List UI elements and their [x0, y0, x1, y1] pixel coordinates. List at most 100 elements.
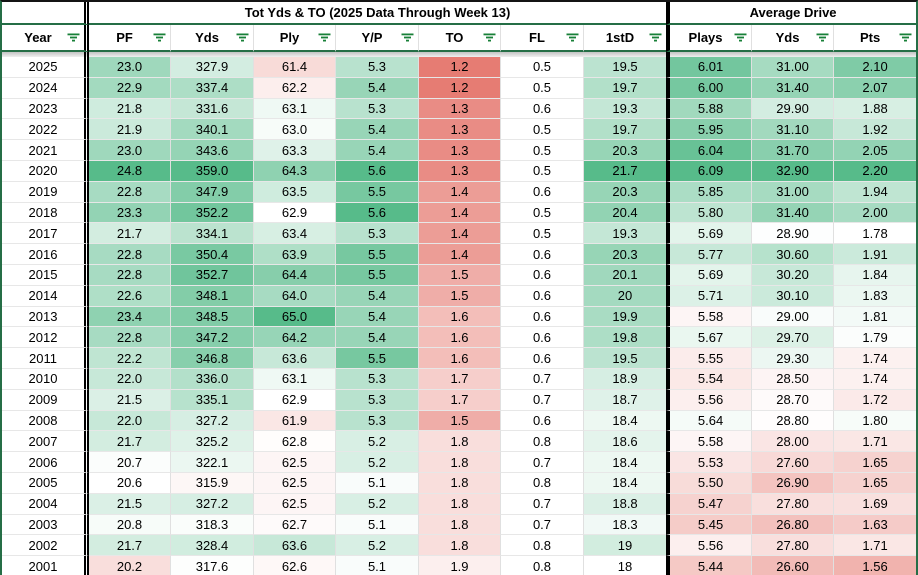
- cell-yds[interactable]: 335.1: [171, 389, 254, 411]
- filter-icon[interactable]: [236, 33, 249, 43]
- cell-firstd[interactable]: 19.5: [584, 348, 667, 369]
- cell-pf[interactable]: 22.8: [89, 264, 171, 286]
- cell-pf[interactable]: 20.7: [89, 452, 171, 473]
- cell-to[interactable]: 1.6: [419, 306, 501, 328]
- cell-to[interactable]: 1.4: [419, 244, 501, 265]
- cell-d_plays[interactable]: 5.69: [666, 223, 753, 245]
- cell-yds[interactable]: 327.2: [171, 410, 254, 432]
- cell-yds[interactable]: 348.1: [171, 285, 254, 307]
- cell-ply[interactable]: 62.9: [254, 389, 336, 411]
- cell-ply[interactable]: 63.1: [254, 368, 336, 390]
- cell-d_pts[interactable]: 1.83: [834, 285, 916, 307]
- cell-yp[interactable]: 5.1: [336, 556, 419, 575]
- cell-d_yds[interactable]: 26.80: [752, 514, 835, 536]
- cell-pf[interactable]: 22.8: [89, 327, 171, 349]
- cell-pf[interactable]: 23.3: [89, 202, 171, 224]
- cell-d_pts[interactable]: 1.71: [834, 431, 916, 453]
- cell-d_yds[interactable]: 30.60: [752, 244, 835, 265]
- cell-d_yds[interactable]: 30.20: [752, 264, 835, 286]
- cell-ply[interactable]: 64.0: [254, 285, 336, 307]
- cell-ply[interactable]: 61.9: [254, 410, 336, 432]
- cell-year[interactable]: 2003: [2, 514, 89, 536]
- cell-yds[interactable]: 318.3: [171, 514, 254, 536]
- column-header-d_yds[interactable]: Yds: [752, 25, 835, 52]
- cell-fl[interactable]: 0.8: [501, 431, 584, 453]
- cell-firstd[interactable]: 20.3: [584, 181, 667, 203]
- cell-ply[interactable]: 61.4: [254, 57, 336, 78]
- cell-d_pts[interactable]: 1.65: [834, 452, 916, 473]
- filter-icon[interactable]: [816, 33, 829, 43]
- cell-yp[interactable]: 5.4: [336, 119, 419, 141]
- cell-year[interactable]: 2002: [2, 535, 89, 557]
- cell-d_plays[interactable]: 6.04: [666, 140, 753, 161]
- cell-d_plays[interactable]: 5.56: [666, 535, 753, 557]
- cell-yds[interactable]: 352.7: [171, 264, 254, 286]
- cell-d_pts[interactable]: 2.00: [834, 202, 916, 224]
- cell-yds[interactable]: 348.5: [171, 306, 254, 328]
- cell-d_yds[interactable]: 29.70: [752, 327, 835, 349]
- cell-yds[interactable]: 315.9: [171, 472, 254, 494]
- cell-ply[interactable]: 64.4: [254, 264, 336, 286]
- cell-d_yds[interactable]: 31.40: [752, 77, 835, 99]
- cell-fl[interactable]: 0.7: [501, 389, 584, 411]
- cell-ply[interactable]: 63.1: [254, 98, 336, 120]
- cell-firstd[interactable]: 20: [584, 285, 667, 307]
- cell-year[interactable]: 2008: [2, 410, 89, 432]
- cell-yp[interactable]: 5.2: [336, 493, 419, 515]
- cell-ply[interactable]: 64.3: [254, 160, 336, 182]
- cell-yp[interactable]: 5.3: [336, 389, 419, 411]
- cell-ply[interactable]: 63.6: [254, 348, 336, 369]
- cell-yds[interactable]: 347.9: [171, 181, 254, 203]
- column-header-yds[interactable]: Yds: [171, 25, 254, 52]
- cell-yds[interactable]: 336.0: [171, 368, 254, 390]
- cell-d_plays[interactable]: 5.58: [666, 431, 753, 453]
- cell-pf[interactable]: 22.6: [89, 285, 171, 307]
- cell-yds[interactable]: 347.2: [171, 327, 254, 349]
- cell-yp[interactable]: 5.3: [336, 98, 419, 120]
- cell-d_plays[interactable]: 5.71: [666, 285, 753, 307]
- cell-year[interactable]: 2017: [2, 223, 89, 245]
- cell-to[interactable]: 1.2: [419, 77, 501, 99]
- cell-to[interactable]: 1.4: [419, 181, 501, 203]
- cell-d_pts[interactable]: 1.91: [834, 244, 916, 265]
- cell-d_pts[interactable]: 1.92: [834, 119, 916, 141]
- cell-year[interactable]: 2021: [2, 140, 89, 161]
- cell-to[interactable]: 1.7: [419, 368, 501, 390]
- cell-yds[interactable]: 346.8: [171, 348, 254, 369]
- cell-fl[interactable]: 0.6: [501, 348, 584, 369]
- cell-yp[interactable]: 5.5: [336, 348, 419, 369]
- cell-yp[interactable]: 5.6: [336, 160, 419, 182]
- cell-yds[interactable]: 331.6: [171, 98, 254, 120]
- cell-firstd[interactable]: 20.4: [584, 202, 667, 224]
- filter-icon[interactable]: [483, 33, 496, 43]
- cell-ply[interactable]: 63.4: [254, 223, 336, 245]
- cell-to[interactable]: 1.6: [419, 348, 501, 369]
- cell-pf[interactable]: 22.8: [89, 181, 171, 203]
- cell-pf[interactable]: 20.6: [89, 472, 171, 494]
- cell-pf[interactable]: 21.5: [89, 493, 171, 515]
- cell-d_pts[interactable]: 2.05: [834, 140, 916, 161]
- cell-d_yds[interactable]: 29.00: [752, 306, 835, 328]
- cell-d_pts[interactable]: 1.69: [834, 493, 916, 515]
- cell-fl[interactable]: 0.5: [501, 223, 584, 245]
- column-header-d_plays[interactable]: Plays: [666, 25, 753, 52]
- cell-yds[interactable]: 327.2: [171, 493, 254, 515]
- cell-firstd[interactable]: 19.7: [584, 77, 667, 99]
- cell-d_plays[interactable]: 5.45: [666, 514, 753, 536]
- cell-fl[interactable]: 0.5: [501, 57, 584, 78]
- cell-to[interactable]: 1.8: [419, 452, 501, 473]
- cell-year[interactable]: 2001: [2, 556, 89, 575]
- cell-d_plays[interactable]: 5.64: [666, 410, 753, 432]
- cell-fl[interactable]: 0.6: [501, 181, 584, 203]
- cell-firstd[interactable]: 18.8: [584, 493, 667, 515]
- cell-to[interactable]: 1.3: [419, 160, 501, 182]
- cell-ply[interactable]: 63.9: [254, 244, 336, 265]
- cell-year[interactable]: 2022: [2, 119, 89, 141]
- cell-ply[interactable]: 63.0: [254, 119, 336, 141]
- cell-d_yds[interactable]: 31.40: [752, 202, 835, 224]
- cell-year[interactable]: 2009: [2, 389, 89, 411]
- cell-firstd[interactable]: 19.3: [584, 223, 667, 245]
- cell-firstd[interactable]: 18.4: [584, 410, 667, 432]
- cell-d_plays[interactable]: 5.95: [666, 119, 753, 141]
- cell-pf[interactable]: 21.9: [89, 119, 171, 141]
